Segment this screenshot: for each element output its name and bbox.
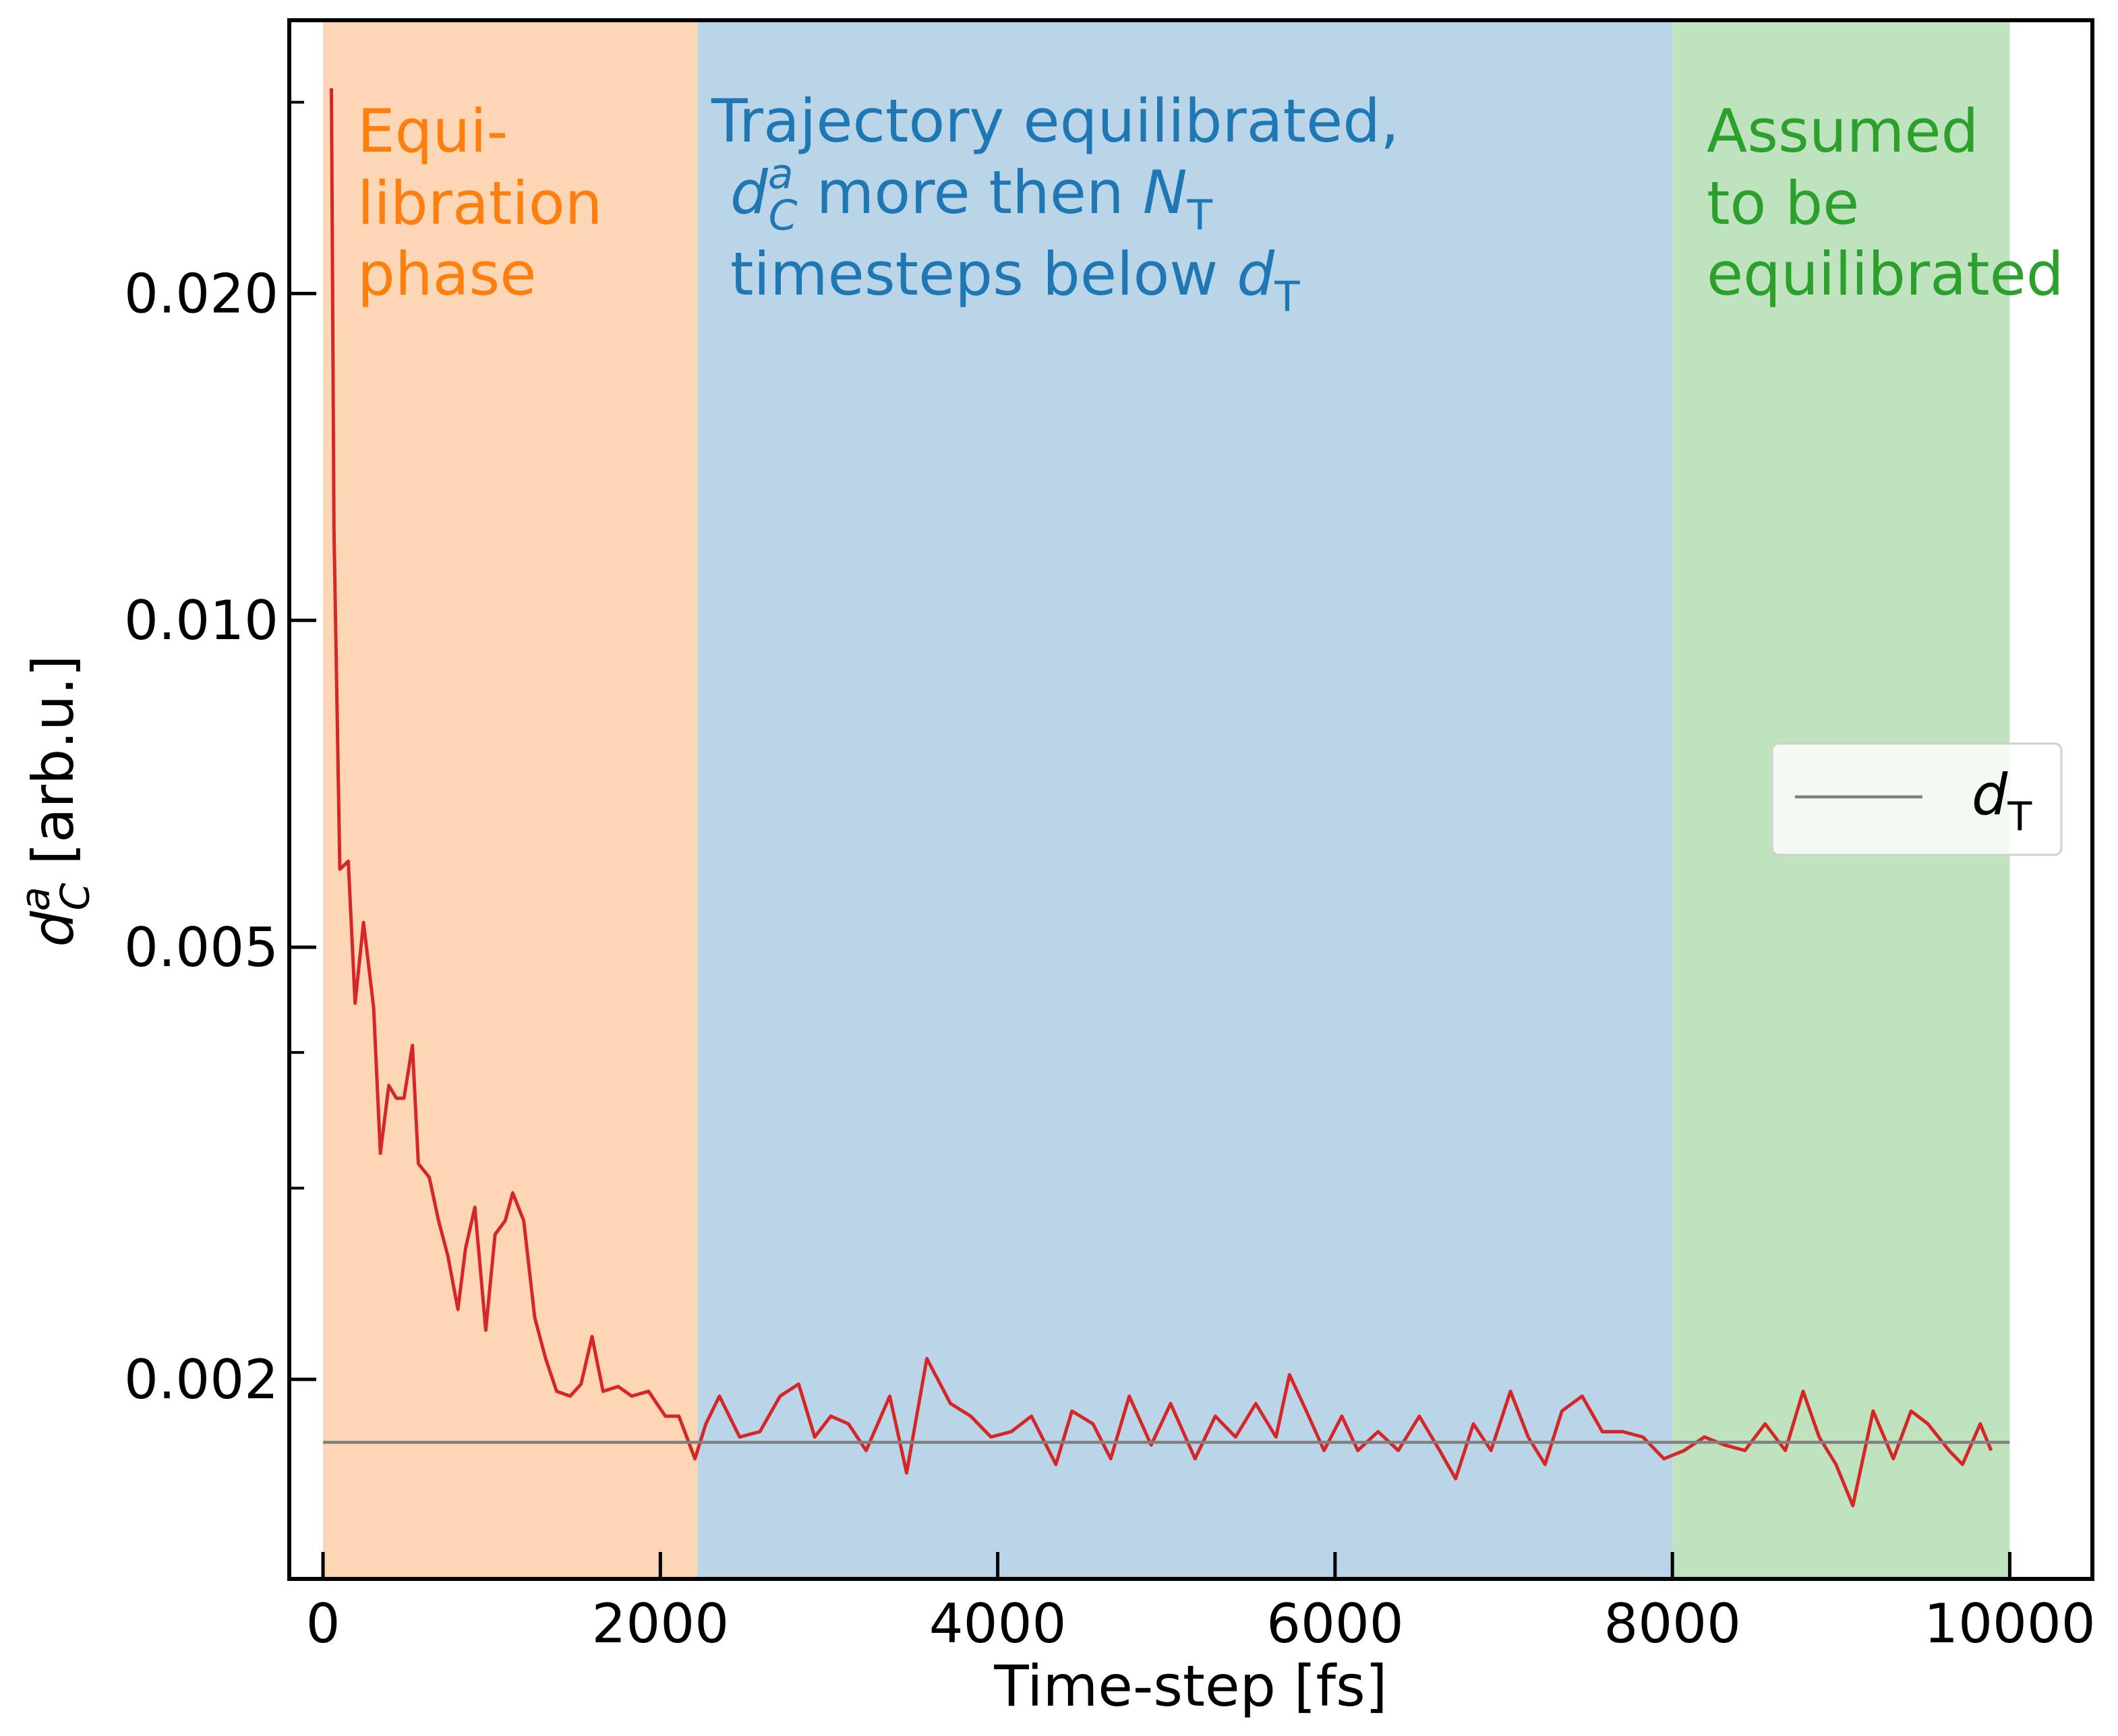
legend-box: [1771, 742, 2063, 856]
text-part: more then: [798, 158, 1143, 227]
annotation: to be: [1707, 169, 1859, 238]
y-axis-label: daC [arb.u.]: [12, 655, 98, 947]
text-part: a: [768, 150, 794, 198]
text-part: d: [20, 911, 86, 947]
y-tick-label: 0.002: [124, 1348, 278, 1411]
x-tick-label: 2000: [592, 1592, 730, 1655]
x-tick-label: 8000: [1604, 1592, 1741, 1655]
annotation: equilibrated: [1707, 239, 2064, 309]
x-tick-label: 6000: [1266, 1592, 1404, 1655]
text-part: C: [52, 883, 98, 911]
text-part: a: [12, 887, 59, 911]
text-part: Assumed: [1707, 96, 1978, 166]
plot-frame: [287, 18, 2094, 1581]
text-part: d: [730, 158, 769, 227]
text-part: to be: [1707, 169, 1859, 238]
x-axis-label: Time-step [fs]: [993, 1653, 1387, 1719]
y-tick-label: 0.020: [124, 262, 278, 325]
y-tick-label: 0.005: [124, 916, 278, 979]
text-part: libration: [357, 169, 602, 238]
text-part: T: [2007, 794, 2032, 840]
annotation: phase: [357, 239, 537, 309]
x-tick-label: 10000: [1924, 1592, 2096, 1655]
y-tick-label: 0.010: [124, 589, 278, 652]
span: [323, 20, 698, 1579]
annotation: da C more then NT: [730, 150, 1213, 240]
annotation: libration: [357, 169, 602, 238]
annotation: Assumed: [1707, 96, 1978, 166]
text-part: T: [1274, 273, 1300, 322]
x-tick-label: 4000: [929, 1592, 1067, 1655]
annotation: Equi-: [357, 96, 508, 166]
text-part: d: [1237, 239, 1275, 309]
span: [697, 20, 1673, 1579]
data-line: [330, 88, 1993, 1507]
text-part: N: [1143, 158, 1187, 227]
text-part: C: [769, 191, 798, 240]
text-part: equilibrated: [1707, 239, 2064, 309]
x-tick-label: 0: [306, 1592, 341, 1655]
text-part: [arb.u.]: [20, 655, 86, 882]
annotation: Trajectory equilibrated,: [711, 86, 1399, 156]
annotation: timesteps below dT: [730, 239, 1300, 322]
legend-label: dT: [1972, 762, 2032, 840]
text-part: Equi-: [357, 96, 508, 166]
text-part: phase: [357, 239, 537, 309]
text-part: d: [1972, 762, 2008, 828]
text-part: T: [1187, 191, 1213, 240]
text-part: Trajectory equilibrated,: [711, 86, 1399, 156]
text-part: timesteps below: [730, 239, 1237, 309]
